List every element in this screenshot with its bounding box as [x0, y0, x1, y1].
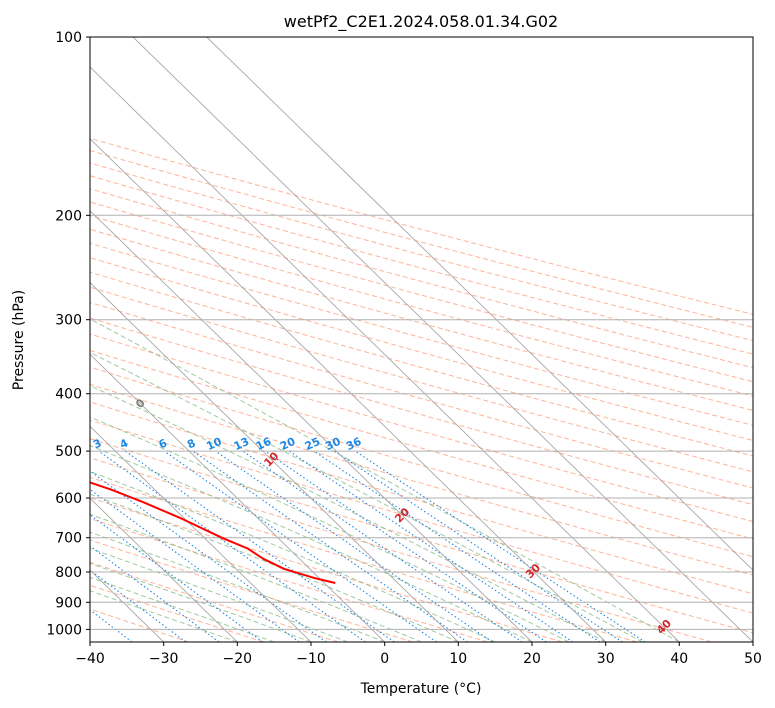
y-tick-label: 200: [55, 208, 82, 224]
x-tick-label: 30: [597, 651, 615, 667]
moist-adiabat: [90, 513, 422, 642]
mixing-ratio-line: [164, 450, 437, 642]
dry-adiabat: [90, 349, 753, 540]
isotherm-line: [90, 497, 238, 642]
moist-adiabat: [90, 385, 606, 642]
dry-adiabat: [90, 162, 753, 342]
dry-adiabat: [90, 561, 339, 642]
x-tick-label: 20: [523, 651, 541, 667]
mixing-ratio-line: [192, 450, 468, 642]
dry-adiabat: [90, 214, 753, 397]
isotherm-line: [90, 138, 607, 642]
isotherm-line: [90, 281, 459, 642]
temperature-trace: [90, 481, 336, 584]
mixing-ratio-label: 13: [232, 435, 251, 453]
moist-adiabat: [90, 531, 385, 642]
moist-adiabat: [90, 416, 570, 642]
mixing-ratio-line: [288, 450, 574, 642]
dry-adiabat: [90, 257, 753, 442]
dry-adiabat: [90, 201, 753, 383]
dry-adiabat: [90, 188, 753, 369]
mixing-ratio-line: [98, 450, 366, 642]
x-tick-label: 40: [670, 651, 688, 667]
isotherm-line: [90, 210, 533, 642]
dry-adiabat: [90, 228, 753, 412]
y-tick-label: 700: [55, 531, 82, 547]
x-tick-label: 10: [449, 651, 467, 667]
x-axis-label: Temperature (°C): [360, 681, 482, 697]
dry-adiabat: [90, 383, 753, 576]
x-tick-label: −40: [75, 651, 105, 667]
y-tick-label: 600: [55, 491, 82, 507]
x-tick-label: 0: [380, 651, 389, 667]
mixing-ratio-label: 25: [303, 435, 322, 453]
x-tick-label: −30: [149, 651, 179, 667]
dry-adiabat: [90, 137, 753, 315]
dry-adiabat: [90, 584, 264, 642]
y-tick-label: 1000: [46, 622, 82, 638]
moist-adiabat: [90, 351, 643, 642]
mixing-ratio-label: 20: [278, 435, 298, 453]
moist-adiabat: [90, 470, 496, 642]
y-tick-label: 400: [55, 387, 82, 403]
chart-title: wetPf2_C2E1.2024.058.01.34.G02: [284, 12, 558, 32]
y-tick-label: 500: [55, 444, 82, 460]
mixing-ratio-line: [354, 450, 646, 642]
isotherm-line: [90, 425, 312, 642]
dry-adiabat: [90, 438, 753, 634]
moist-adiabat: [90, 547, 348, 642]
mixing-ratio-label: 10: [204, 435, 224, 453]
isotherm-line: [90, 353, 386, 642]
mixing-ratio-label: 36: [344, 435, 364, 453]
mixing-ratio-label: 16: [254, 435, 274, 453]
isotherm-line: [132, 37, 753, 642]
mixing-ratio-line: [90, 470, 327, 642]
dry-adiabat: [90, 317, 753, 506]
isotherm-line: [90, 66, 680, 642]
moist-adiabat: [90, 562, 312, 642]
mixing-ratio-line: [90, 488, 300, 642]
dry-adiabat: [90, 175, 753, 355]
x-tick-label: 50: [744, 651, 762, 667]
plot-frame: [89, 36, 754, 643]
dry-adiabat: [90, 476, 638, 642]
moist-adiabat: [90, 576, 275, 642]
mixing-ratio-label: 30: [323, 435, 343, 453]
moist-adiabat: [90, 493, 459, 642]
y-tick-label: 300: [55, 313, 82, 329]
dry-adiabat: [90, 401, 753, 595]
isotherm-line: [206, 37, 753, 571]
dry-adiabat: [90, 242, 753, 426]
dry-adiabat: [90, 149, 753, 328]
moist-adiabat: [90, 318, 680, 642]
dry-adiabat: [90, 271, 753, 457]
y-tick-label: 800: [55, 565, 82, 581]
x-tick-label: −10: [296, 651, 326, 667]
dry-adiabat: [90, 419, 753, 614]
dry-adiabat: [90, 457, 712, 642]
mixing-ratio-line: [90, 514, 264, 642]
y-axis-label: Pressure (hPa): [11, 290, 27, 390]
mixing-ratio-line: [215, 450, 493, 642]
x-tick-label: −20: [223, 651, 253, 667]
y-tick-label: 900: [55, 595, 82, 611]
y-tick-label: 100: [55, 30, 82, 46]
dry-adiabat: [90, 517, 488, 642]
